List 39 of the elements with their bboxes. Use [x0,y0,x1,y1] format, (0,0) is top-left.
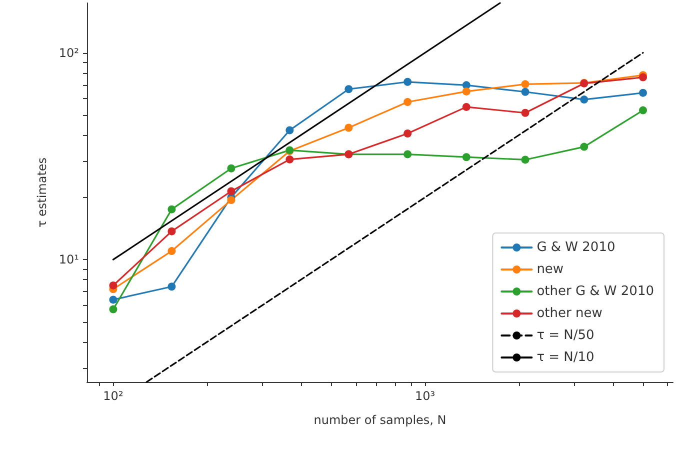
point [344,124,353,132]
point [286,126,294,134]
point [521,88,530,96]
point [286,155,294,164]
legend-label: G & W 2010 [536,240,616,255]
legend-label: new [536,262,564,277]
point [404,98,412,106]
legend-label: other G & W 2010 [536,284,654,299]
y-tick-label: 10¹ [58,252,80,267]
point [344,85,353,94]
point [227,164,236,172]
point [109,305,118,314]
y-axis-title: τ estimates [35,157,50,228]
point [404,150,412,158]
point [462,102,470,111]
point [521,80,530,88]
point [639,106,647,114]
point [639,88,647,97]
point [168,282,176,291]
legend-label: other new [536,306,603,321]
point [168,247,176,256]
point [168,227,176,236]
point [521,108,530,117]
point [109,296,118,304]
point [404,130,412,138]
point [580,96,588,104]
point [462,153,470,162]
x-tick-label: 10³ [414,389,436,403]
point [580,142,588,151]
point [404,78,412,86]
point [227,187,236,196]
legend-label: τ = N/50 [536,328,594,343]
x-axis-title: number of samples, N [314,413,446,427]
point [521,156,530,164]
point [462,87,470,96]
point [227,196,236,204]
point [109,281,118,290]
legend-label: τ = N/10 [536,350,594,365]
point [168,205,176,214]
